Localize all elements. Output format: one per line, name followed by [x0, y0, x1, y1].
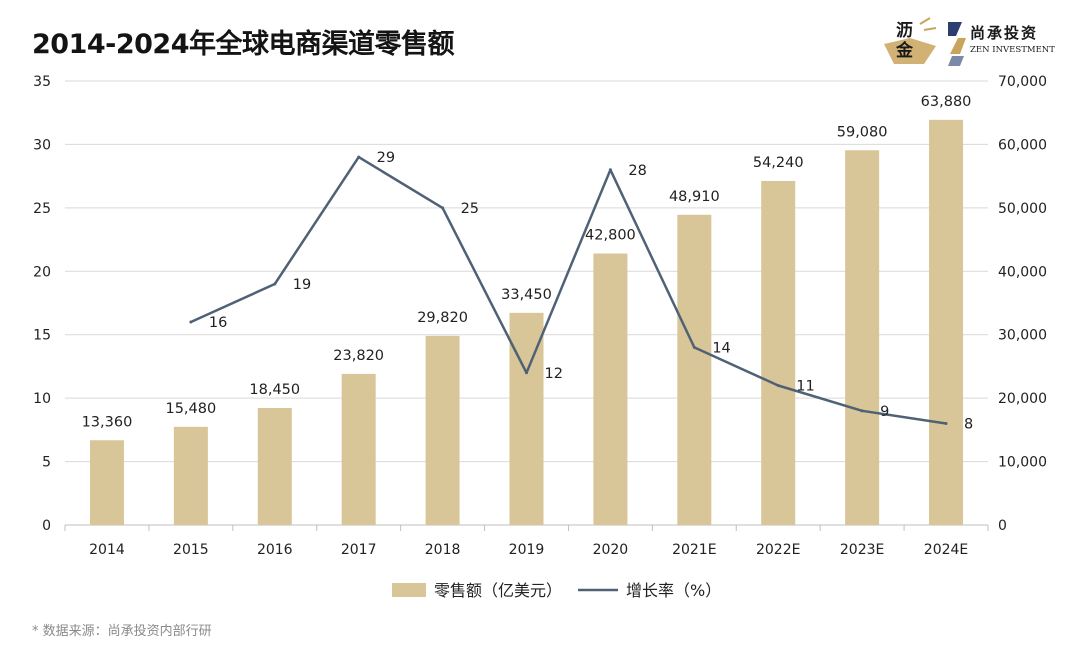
bar	[845, 150, 880, 525]
zen-logo-mark-gold	[950, 38, 966, 54]
source-note: * 数据来源：尚承投资内部行研	[32, 624, 212, 639]
growth-value-label: 9	[880, 404, 889, 420]
legend-bar-swatch	[392, 583, 426, 597]
bar	[593, 253, 628, 526]
y-right-tick-label: 20,000	[998, 391, 1047, 407]
y-right-tick-label: 10,000	[998, 455, 1047, 471]
zen-logo-cn-text: 尚承投资	[970, 24, 1038, 42]
bar	[929, 119, 964, 525]
x-tick-label: 2017	[341, 542, 377, 558]
growth-point	[944, 422, 948, 426]
zen-logo-en-text: ZEN INVESTMENT	[970, 45, 1055, 55]
bar	[257, 407, 292, 525]
lijin-logo-ray	[919, 17, 931, 25]
x-tick-label: 2020	[593, 542, 629, 558]
x-tick-label: 2014	[89, 542, 125, 558]
bar-value-label: 23,820	[333, 348, 384, 364]
x-tick-label: 2023E	[840, 542, 884, 558]
zen-investment-logo: 尚承投资 ZEN INVESTMENT	[948, 22, 1055, 66]
bar-value-label: 63,880	[921, 94, 972, 110]
bar-value-label: 13,360	[82, 414, 133, 430]
y-left-tick-label: 20	[33, 264, 51, 280]
growth-value-label: 12	[545, 366, 563, 382]
bar	[341, 373, 376, 525]
y-left-tick-label: 10	[33, 391, 51, 407]
growth-value-label: 11	[796, 378, 814, 394]
bar-value-label: 59,080	[837, 124, 888, 140]
growth-value-label: 28	[628, 163, 646, 179]
bar-value-label: 29,820	[417, 310, 468, 326]
growth-point	[608, 168, 612, 172]
bar	[89, 440, 124, 525]
page-title: 2014-2024年全球电商渠道零售额	[32, 29, 455, 60]
bar-value-label: 42,800	[585, 228, 636, 244]
y-right-tick-label: 50,000	[998, 201, 1047, 217]
growth-point	[189, 320, 193, 324]
y-right-tick-label: 70,000	[998, 74, 1047, 90]
bar	[173, 426, 208, 525]
growth-point	[525, 371, 528, 375]
y-left-tick-label: 15	[33, 328, 51, 344]
y-left-tick-label: 25	[33, 201, 51, 217]
y-right-tick-label: 30,000	[998, 328, 1047, 344]
legend-line-label: 增长率（%）	[626, 581, 721, 600]
x-tick-label: 2022E	[756, 542, 800, 558]
x-tick-label: 2019	[509, 542, 545, 558]
x-tick-label: 2016	[257, 542, 293, 558]
growth-line	[190, 155, 947, 425]
zen-logo-mark-grey	[948, 56, 964, 66]
y-left-tick-label: 0	[42, 518, 51, 534]
bar	[761, 180, 796, 525]
growth-value-label: 8	[964, 417, 973, 433]
lijin-logo-ray	[923, 27, 937, 31]
lijin-logo: 沥 金	[884, 17, 937, 64]
bar-value-label: 33,450	[501, 287, 552, 303]
growth-value-label: 19	[293, 277, 311, 293]
growth-value-label: 16	[209, 315, 227, 331]
bar	[425, 335, 460, 525]
y-right-tick-label: 0	[998, 518, 1007, 534]
growth-value-label: 25	[461, 201, 479, 217]
growth-value-label: 29	[377, 150, 395, 166]
growth-value-label: 14	[712, 340, 730, 356]
growth-point	[357, 155, 361, 159]
y-right-tick-label: 40,000	[998, 264, 1047, 280]
lijin-logo-gold-shape	[884, 38, 936, 64]
legend-bar-label: 零售额（亿美元）	[434, 581, 562, 600]
growth-point	[441, 206, 445, 210]
y-left-tick-label: 5	[42, 455, 51, 471]
bar-value-label: 18,450	[249, 382, 300, 398]
bar-value-label: 48,910	[669, 189, 720, 205]
growth-point	[860, 409, 864, 413]
y-right-tick-label: 60,000	[998, 137, 1047, 153]
growth-point	[776, 383, 780, 387]
x-tick-label: 2018	[425, 542, 461, 558]
bar-value-label: 15,480	[165, 401, 216, 417]
x-tick-label: 2021E	[672, 542, 716, 558]
growth-point	[692, 345, 696, 349]
bar	[677, 214, 712, 525]
growth-point	[273, 282, 277, 286]
y-left-tick-label: 35	[33, 74, 51, 90]
lijin-logo-text-1: 沥	[896, 21, 913, 41]
x-tick-label: 2024E	[924, 542, 968, 558]
lijin-logo-text-2: 金	[895, 40, 914, 61]
y-left-tick-label: 30	[33, 137, 51, 153]
bar-value-label: 54,240	[753, 155, 804, 171]
zen-logo-mark-blue	[948, 22, 962, 36]
x-tick-label: 2015	[173, 542, 209, 558]
